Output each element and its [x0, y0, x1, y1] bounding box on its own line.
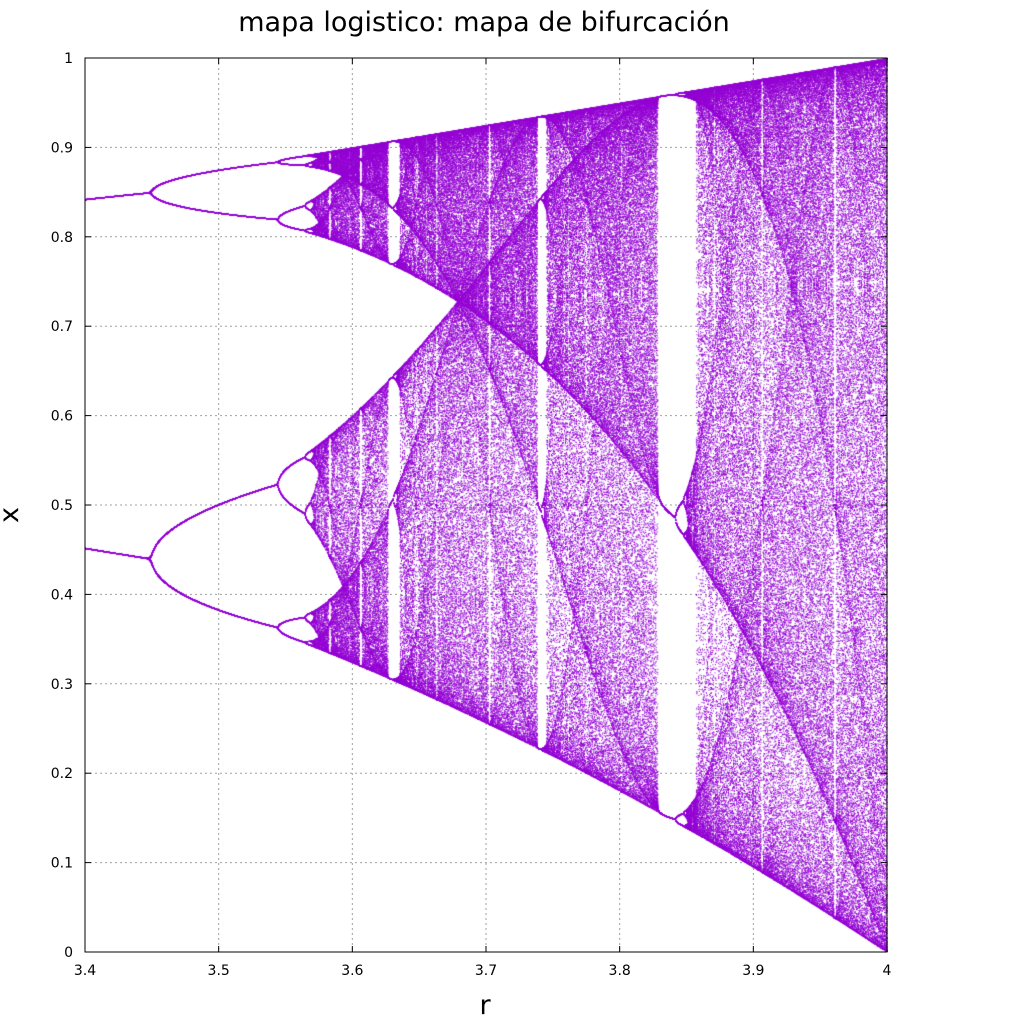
x-tick-label: 3.9 — [742, 963, 764, 979]
x-axis-label: r — [479, 990, 491, 1021]
x-tick-label: 3.8 — [609, 963, 631, 979]
x-tick-label: 3.4 — [74, 963, 96, 979]
y-tick-label: 0.9 — [51, 140, 73, 156]
y-tick-label: 0.2 — [51, 766, 73, 782]
y-axis: 0 0.1 0.2 0.3 0.4 0.5 0.6 0.7 0.8 0.9 1 — [51, 51, 887, 961]
y-tick-label: 0.8 — [51, 230, 73, 246]
y-axis-label: x — [0, 507, 25, 523]
x-tick-label: 3.6 — [341, 963, 363, 979]
y-tick-label: 0.5 — [51, 498, 73, 514]
y-tick-label: 0.7 — [51, 319, 73, 335]
x-tick-label: 3.7 — [475, 963, 497, 979]
y-tick-label: 0.3 — [51, 677, 73, 693]
x-axis: 3.4 3.5 3.6 3.7 3.8 3.9 4 — [74, 58, 892, 979]
y-tick-label: 0 — [64, 945, 73, 961]
y-tick-label: 0.1 — [51, 856, 73, 872]
chart-title: mapa logistico: mapa de bifurcación — [238, 7, 730, 38]
y-tick-label: 0.6 — [51, 409, 73, 425]
bifurcation-points — [85, 58, 888, 952]
y-tick-label: 0.4 — [51, 587, 73, 603]
x-tick-label: 4 — [883, 963, 892, 979]
plot-area — [85, 58, 888, 952]
y-tick-label: 1 — [64, 51, 73, 67]
x-tick-label: 3.5 — [208, 963, 230, 979]
